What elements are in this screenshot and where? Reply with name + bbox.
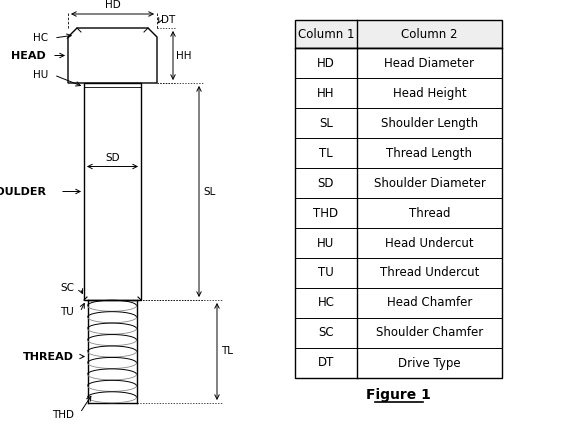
Text: SC: SC (318, 327, 334, 339)
Text: Shoulder Diameter: Shoulder Diameter (373, 176, 486, 190)
Text: Column 1: Column 1 (298, 27, 354, 41)
Text: HU: HU (317, 237, 335, 250)
Text: Head Diameter: Head Diameter (384, 56, 475, 69)
Text: SD: SD (318, 176, 334, 190)
Text: Shoulder Length: Shoulder Length (381, 116, 478, 130)
Text: DT: DT (161, 15, 175, 25)
Polygon shape (68, 28, 157, 83)
Text: HD: HD (105, 0, 120, 10)
Text: HH: HH (317, 86, 335, 99)
Text: HC: HC (317, 297, 335, 309)
Bar (295, 48, 502, 378)
Text: Figure 1: Figure 1 (366, 388, 431, 402)
Text: Column 2: Column 2 (401, 27, 458, 41)
Text: HC: HC (33, 33, 48, 43)
Text: TU: TU (318, 267, 334, 279)
Text: DT: DT (318, 357, 334, 369)
Text: THREAD: THREAD (23, 351, 74, 362)
Text: TL: TL (319, 146, 333, 160)
Text: Thread Length: Thread Length (387, 146, 472, 160)
Text: Shoulder Chamfer: Shoulder Chamfer (376, 327, 483, 339)
Text: Head Undercut: Head Undercut (385, 237, 474, 250)
Text: SHOULDER: SHOULDER (0, 187, 46, 196)
Text: HD: HD (317, 56, 335, 69)
Text: SC: SC (60, 283, 74, 293)
Text: Thread: Thread (409, 206, 450, 220)
Text: HEAD: HEAD (11, 51, 46, 60)
Text: SL: SL (319, 116, 333, 130)
Text: HH: HH (176, 51, 191, 60)
Text: SD: SD (105, 152, 120, 163)
Text: TL: TL (221, 347, 233, 357)
Text: SL: SL (203, 187, 216, 196)
Text: Head Height: Head Height (392, 86, 466, 99)
Bar (84, 83, 141, 300)
Bar (295, 20, 502, 48)
Text: Drive Type: Drive Type (398, 357, 461, 369)
Text: TU: TU (60, 307, 74, 317)
Text: Thread Undercut: Thread Undercut (380, 267, 479, 279)
Text: Head Chamfer: Head Chamfer (387, 297, 472, 309)
Text: THD: THD (52, 410, 74, 420)
Text: THD: THD (313, 206, 339, 220)
Text: HU: HU (33, 70, 48, 80)
